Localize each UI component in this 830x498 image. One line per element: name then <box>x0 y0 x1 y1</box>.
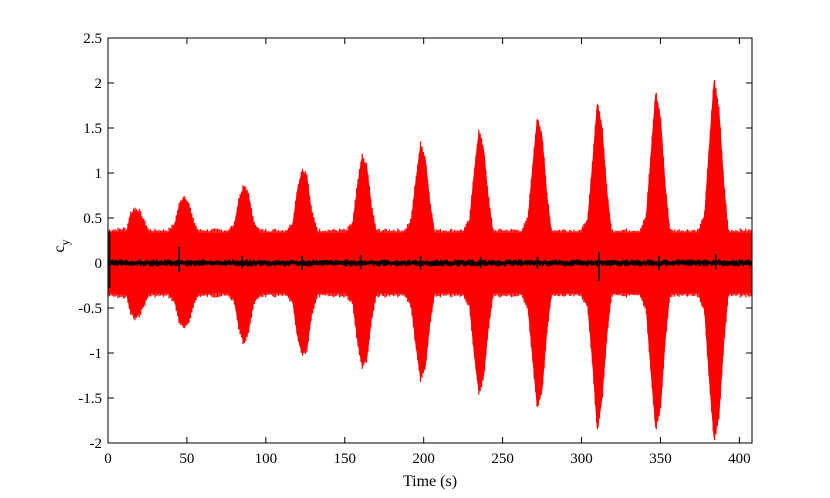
series-black <box>107 231 753 289</box>
plot-frame <box>107 37 753 444</box>
x-tick-label: 200 <box>412 451 435 467</box>
y-tick-label: -1.5 <box>78 391 102 407</box>
x-tick-label: 50 <box>179 451 194 467</box>
y-tick-label: 0 <box>95 256 103 272</box>
ticks: 0 50 100 150 200 250 300 350 400 -2 -1.5 -1 -0.5 0 0.5… <box>78 31 752 467</box>
x-tick-label: 0 <box>104 451 112 467</box>
y-tick-label: 2 <box>95 76 103 92</box>
y-tick-label: 1 <box>95 166 103 182</box>
y-axis-title: cy <box>51 239 72 252</box>
y-tick-label: 1.5 <box>83 121 102 137</box>
black-series-line <box>107 258 753 268</box>
x-tick-label: 300 <box>570 451 593 467</box>
y-tick-label: -1 <box>90 346 103 362</box>
y-axis-title-main: c <box>51 245 68 252</box>
svg-text:cy: cy <box>51 239 72 252</box>
y-tick-label: -0.5 <box>78 301 102 317</box>
y-axis-title-subscript: y <box>58 239 72 245</box>
x-tick-label: 350 <box>649 451 672 467</box>
x-tick-label: 250 <box>491 451 514 467</box>
y-tick-label: 2.5 <box>83 31 102 47</box>
y-tick-label: -2 <box>90 436 103 452</box>
axes <box>107 37 753 444</box>
x-tick-label: 100 <box>255 451 278 467</box>
x-axis-title: Time (s) <box>403 473 457 490</box>
x-tick-label: 400 <box>728 451 751 467</box>
x-tick-label: 150 <box>334 451 357 467</box>
y-tick-label: 0.5 <box>83 211 102 227</box>
